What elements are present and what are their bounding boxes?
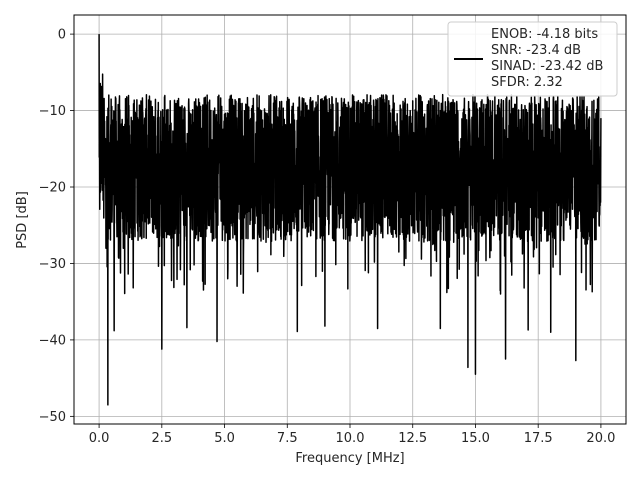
psd-trace — [98, 34, 602, 406]
y-axis-ticks: 0 −10 −20 −30 −40 −50 — [39, 28, 74, 425]
x-tick-label: 15.0 — [461, 431, 490, 446]
y-tick-label: −40 — [39, 333, 66, 348]
x-tick-label: 5.0 — [214, 431, 235, 446]
legend-box — [447, 21, 618, 97]
x-tick-label: 12.5 — [398, 431, 427, 446]
x-tick-label: 17.5 — [524, 431, 553, 446]
x-tick-label: 7.5 — [277, 431, 298, 446]
y-tick-label: −50 — [39, 410, 66, 425]
legend-line-3: SINAD: -23.42 dB — [491, 59, 603, 74]
y-tick-label: 0 — [58, 28, 66, 43]
x-tick-label: 20.0 — [586, 431, 615, 446]
x-tick-label: 0.0 — [89, 431, 110, 446]
y-tick-label: −20 — [39, 181, 66, 196]
y-tick-label: −30 — [39, 257, 66, 272]
y-axis-label: PSD [dB] — [15, 191, 30, 249]
x-axis-ticks: 0.0 2.5 5.0 7.5 10.0 12.5 15.0 17.5 20.0 — [89, 424, 615, 446]
x-tick-label: 10.0 — [336, 431, 365, 446]
legend-line-1: ENOB: -4.18 bits — [491, 27, 598, 42]
psd-series-line — [98, 34, 602, 406]
x-tick-label: 2.5 — [151, 431, 172, 446]
legend: ENOB: -4.18 bits SNR: -23.4 dB SINAD: -2… — [447, 21, 618, 97]
legend-line-4: SFDR: 2.32 — [491, 75, 563, 90]
legend-line-2: SNR: -23.4 dB — [491, 43, 581, 58]
y-tick-label: −10 — [39, 104, 66, 119]
x-axis-label: Frequency [MHz] — [295, 451, 404, 466]
